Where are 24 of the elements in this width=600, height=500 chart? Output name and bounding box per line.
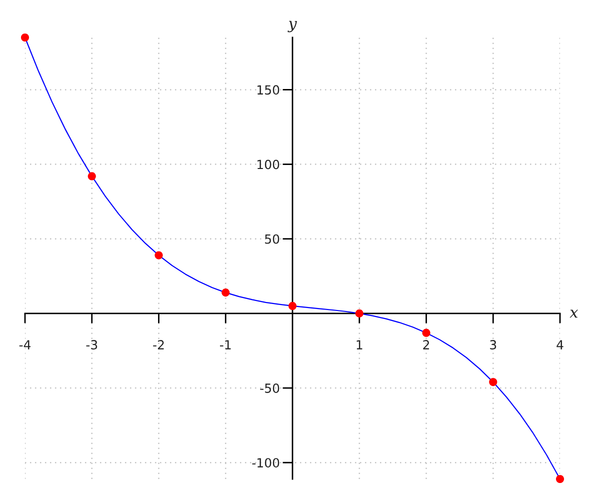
x-tick-label: 3 xyxy=(490,340,496,350)
point xyxy=(222,288,230,297)
point xyxy=(489,378,498,386)
x-tick-label: -1 xyxy=(220,340,231,350)
point xyxy=(355,309,364,318)
point xyxy=(88,172,96,180)
y-tick-label: 150 xyxy=(258,85,280,95)
point xyxy=(288,302,297,310)
x-tick-label: 4 xyxy=(556,340,564,350)
x-tick-label: -4 xyxy=(19,340,31,350)
x-tick-label: 1 xyxy=(356,340,362,350)
point xyxy=(556,474,564,484)
x-axis-title: x xyxy=(570,310,578,318)
x-tick-label: -2 xyxy=(153,340,164,350)
point xyxy=(422,328,430,337)
y-tick-label: -100 xyxy=(252,458,280,468)
y-tick-label: -50 xyxy=(260,383,280,393)
x-tick-label: 2 xyxy=(423,340,429,350)
point xyxy=(154,251,163,260)
point xyxy=(20,33,30,42)
y-tick-label: 50 xyxy=(265,234,280,244)
x-tick-label: -3 xyxy=(86,340,98,350)
y-axis-title: y xyxy=(288,20,297,32)
y-tick-label: 100 xyxy=(258,160,280,170)
